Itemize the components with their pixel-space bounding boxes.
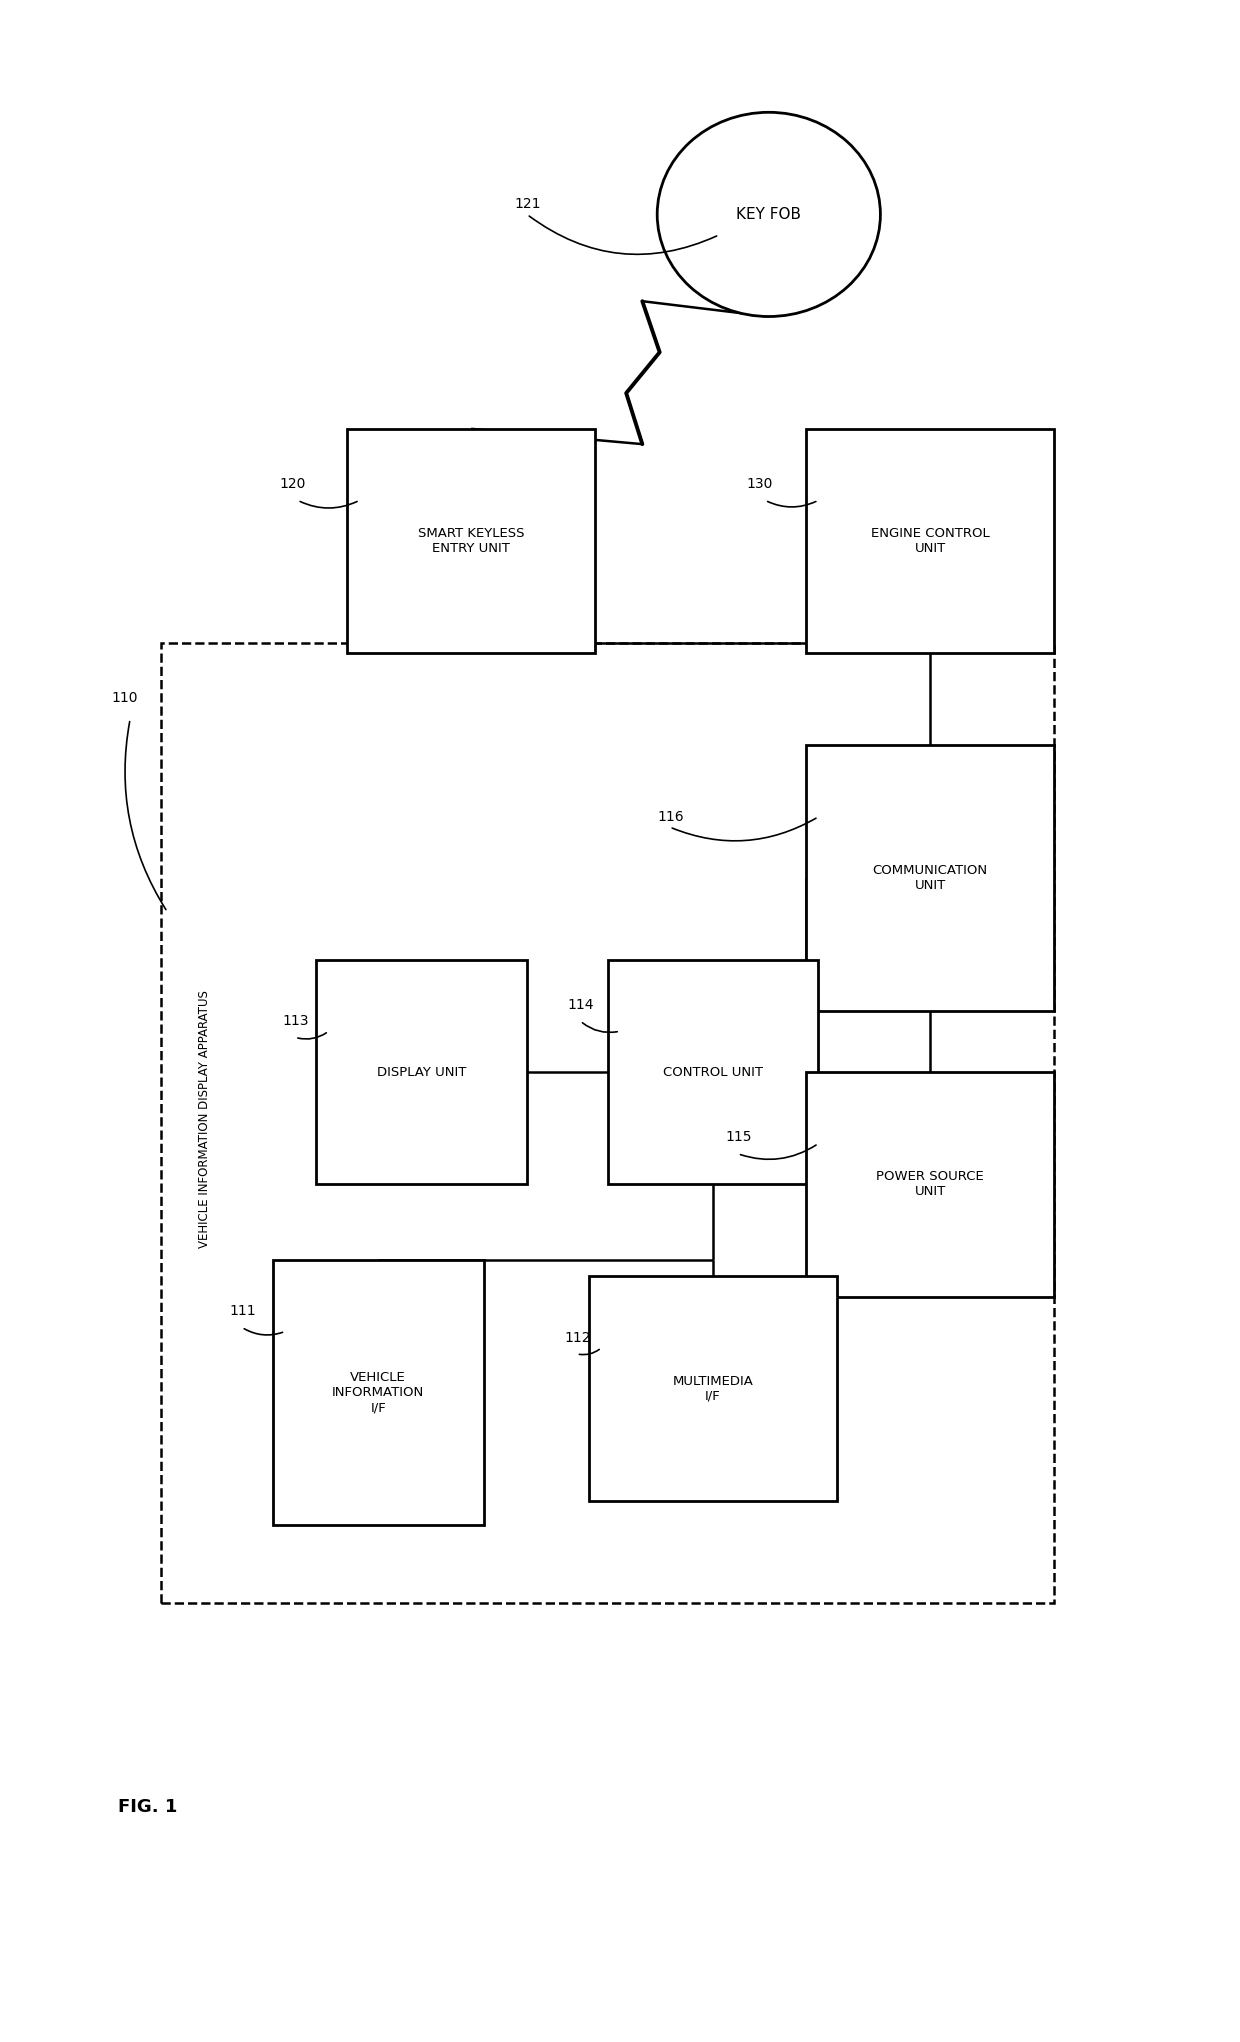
Bar xyxy=(316,960,527,1184)
Bar xyxy=(273,1260,484,1525)
Bar xyxy=(161,643,1054,1603)
Text: 116: 116 xyxy=(657,811,683,823)
Text: MULTIMEDIA
I/F: MULTIMEDIA I/F xyxy=(672,1374,754,1403)
Text: VEHICLE INFORMATION DISPLAY APPARATUS: VEHICLE INFORMATION DISPLAY APPARATUS xyxy=(198,990,211,1248)
Text: CONTROL UNIT: CONTROL UNIT xyxy=(663,1066,763,1078)
Bar xyxy=(806,1072,1054,1297)
Text: ENGINE CONTROL
UNIT: ENGINE CONTROL UNIT xyxy=(870,527,990,555)
Bar xyxy=(806,745,1054,1011)
Bar xyxy=(589,1276,837,1501)
Text: 112: 112 xyxy=(564,1331,590,1344)
Text: 120: 120 xyxy=(279,478,305,490)
Ellipse shape xyxy=(657,112,880,317)
Text: 111: 111 xyxy=(229,1305,255,1317)
Text: COMMUNICATION
UNIT: COMMUNICATION UNIT xyxy=(873,864,987,892)
Text: 130: 130 xyxy=(746,478,773,490)
Text: 121: 121 xyxy=(515,198,541,210)
Bar xyxy=(347,429,595,653)
Text: 113: 113 xyxy=(283,1015,309,1027)
Text: 110: 110 xyxy=(112,692,138,704)
Text: DISPLAY UNIT: DISPLAY UNIT xyxy=(377,1066,466,1078)
Text: 114: 114 xyxy=(568,999,594,1011)
Text: SMART KEYLESS
ENTRY UNIT: SMART KEYLESS ENTRY UNIT xyxy=(418,527,525,555)
Text: POWER SOURCE
UNIT: POWER SOURCE UNIT xyxy=(877,1170,983,1199)
Bar xyxy=(608,960,818,1184)
Text: KEY FOB: KEY FOB xyxy=(737,206,801,223)
Bar xyxy=(806,429,1054,653)
Text: FIG. 1: FIG. 1 xyxy=(118,1799,177,1815)
Text: 115: 115 xyxy=(725,1131,751,1144)
Text: VEHICLE
INFORMATION
I/F: VEHICLE INFORMATION I/F xyxy=(332,1370,424,1415)
